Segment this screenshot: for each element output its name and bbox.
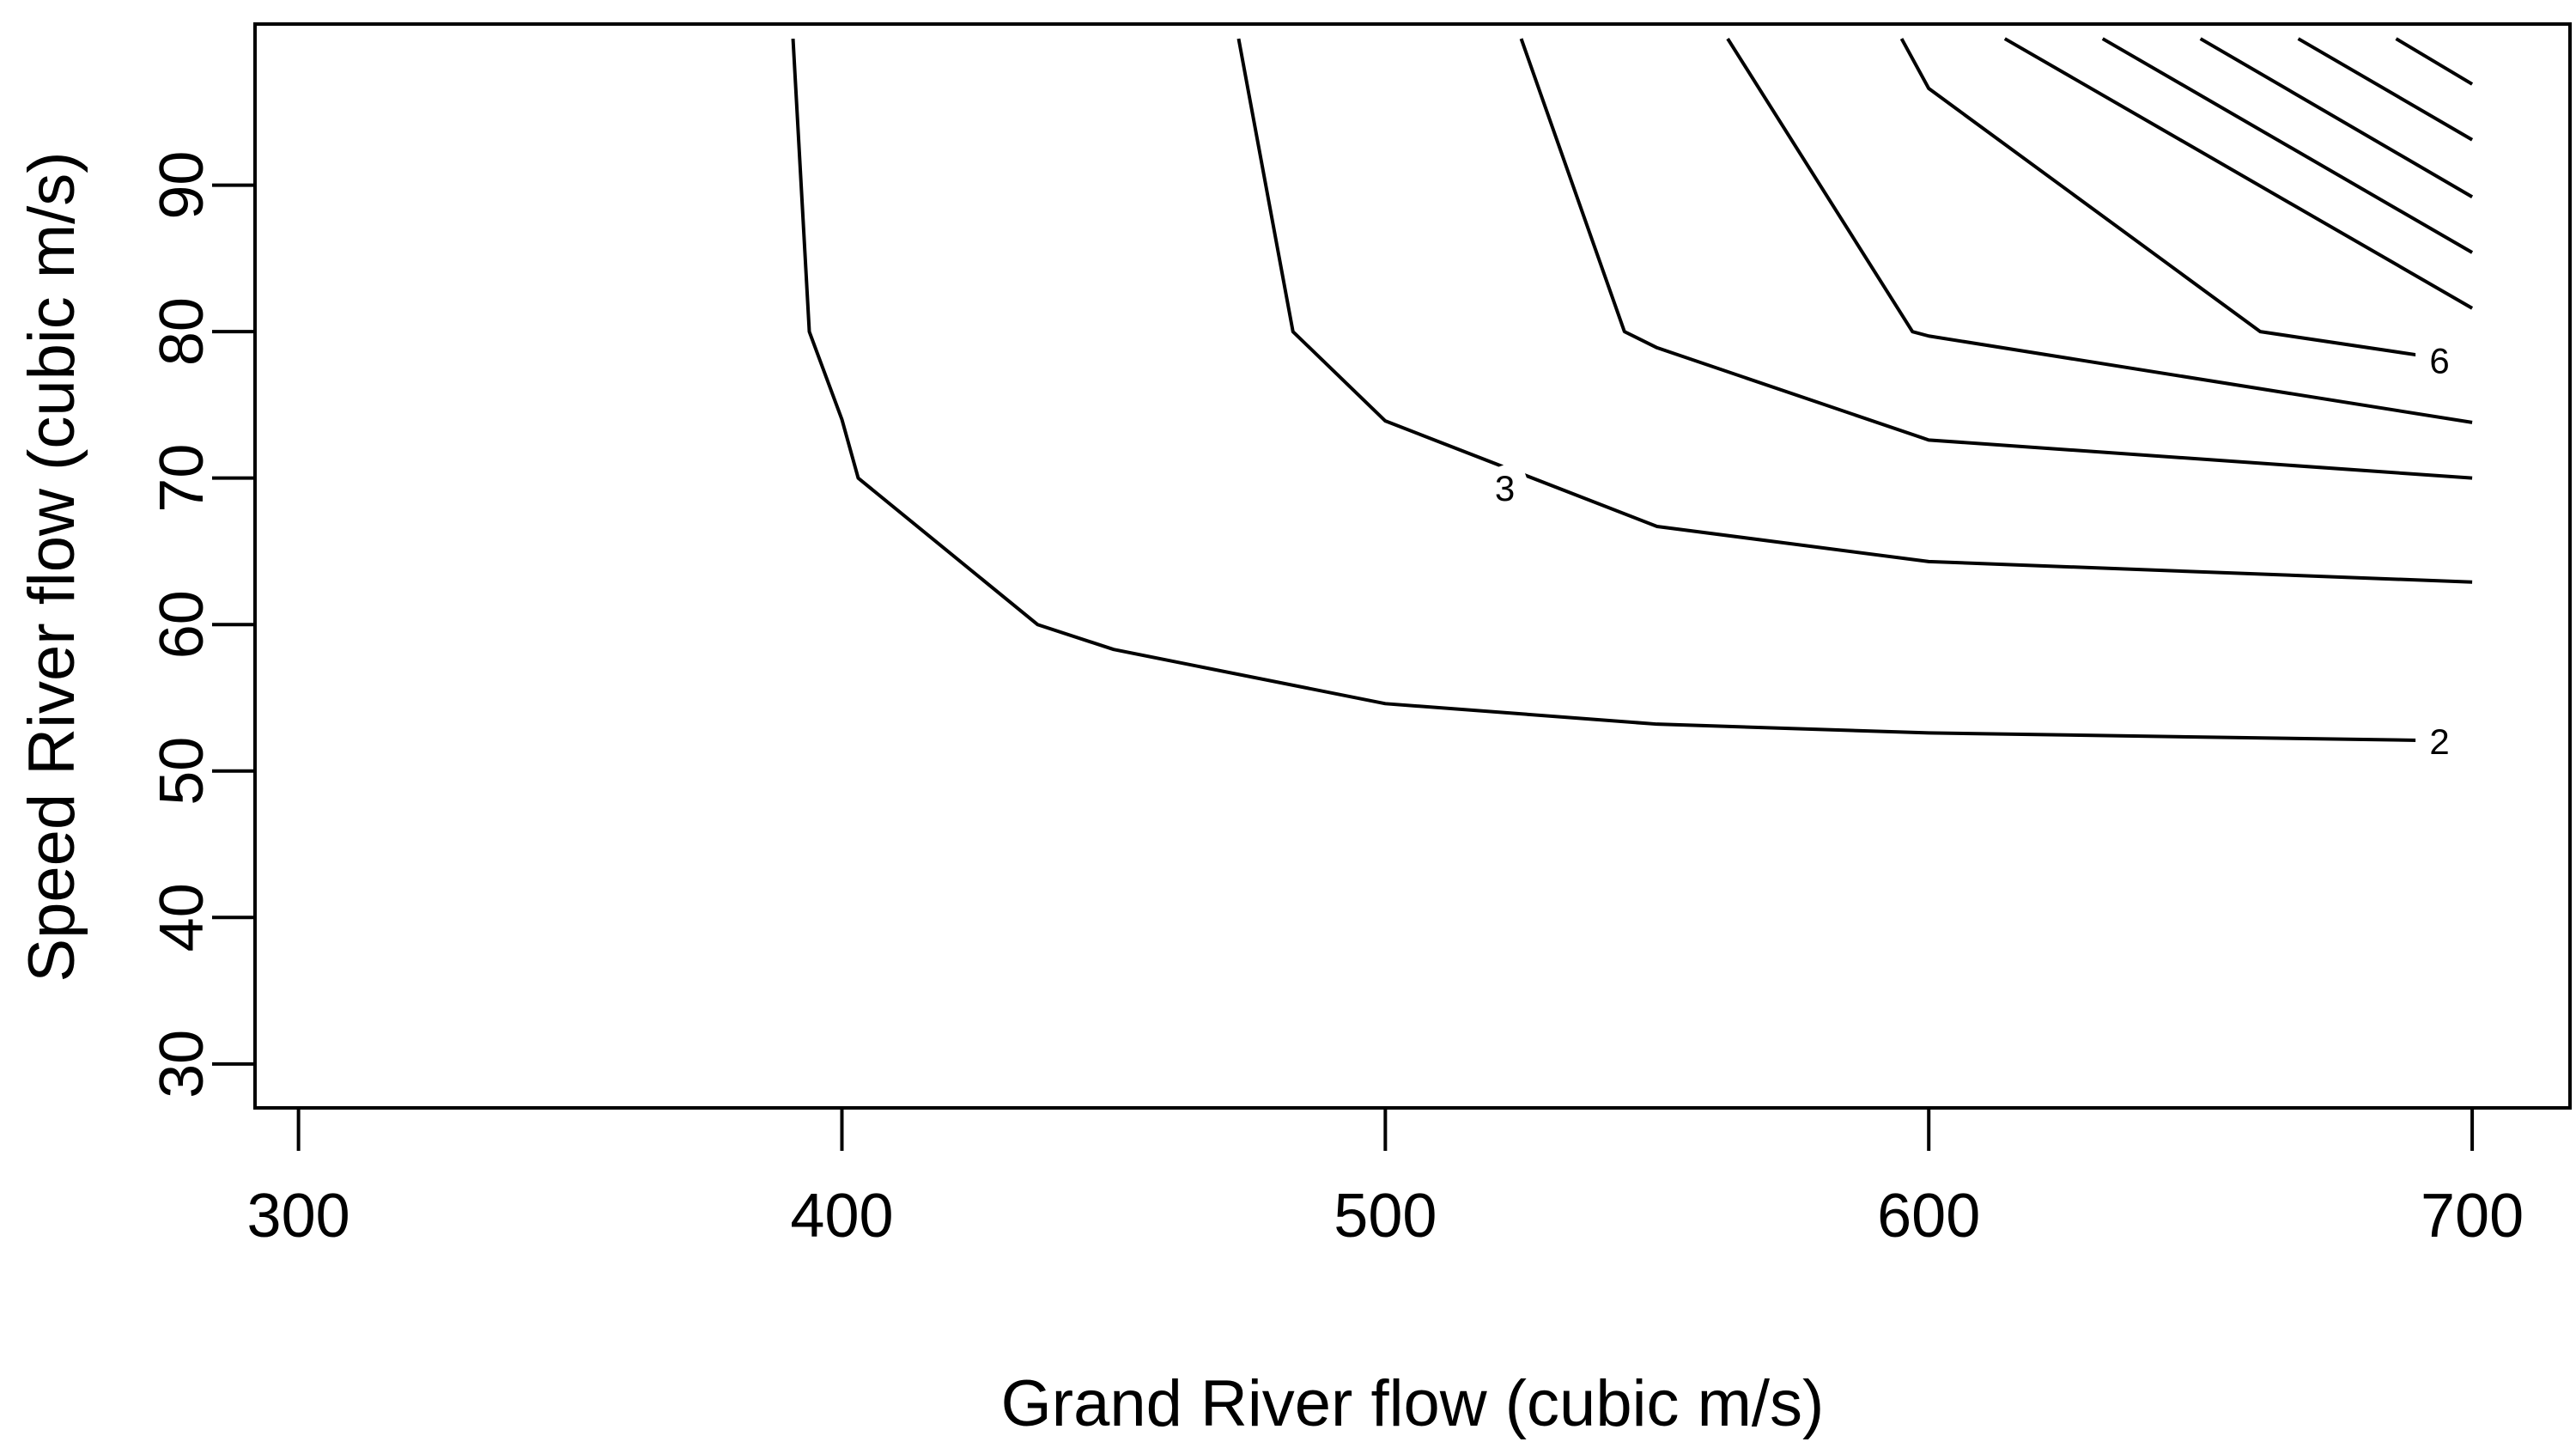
contour-line (2395, 37, 2474, 86)
y-tick-label: 60 (148, 590, 216, 659)
contour-line (1236, 38, 2473, 584)
y-tick-label: 30 (148, 1030, 216, 1098)
x-axis: 300 400 500 600 700 (247, 1106, 2524, 1250)
y-tick-label: 70 (148, 444, 216, 513)
contour-lines (791, 37, 2474, 742)
contour-label: 3 (1495, 468, 1515, 508)
contour-line (791, 38, 2418, 742)
x-tick-label: 500 (1334, 1182, 1437, 1250)
y-axis: 30 40 50 60 70 80 90 (148, 151, 257, 1098)
contour-line (2101, 37, 2474, 254)
contour-label: 6 (2429, 341, 2449, 381)
x-tick-label: 600 (1877, 1182, 1980, 1250)
contour-line (1519, 38, 2473, 480)
x-tick-label: 400 (790, 1182, 893, 1250)
y-tick-label: 90 (148, 151, 216, 220)
contour-line (2003, 37, 2474, 310)
y-tick-label: 40 (148, 883, 216, 952)
contour-label-gap (2415, 338, 2464, 384)
contour-label-gap (1474, 459, 1535, 518)
y-tick-label: 50 (148, 737, 216, 806)
contour-line (2199, 37, 2474, 198)
contour-label: 2 (2429, 721, 2449, 762)
contour-line (1899, 38, 2419, 357)
y-axis-title: Speed River flow (cubic m/s) (15, 151, 88, 982)
x-tick-label: 300 (247, 1182, 350, 1250)
x-tick-label: 700 (2421, 1182, 2524, 1250)
contour-label-gap (2415, 719, 2464, 764)
contour-labels: 2 3 6 (1474, 338, 2464, 764)
x-axis-title: Grand River flow (cubic m/s) (1001, 1367, 1825, 1440)
plot-frame (253, 22, 2572, 1110)
y-tick-label: 80 (148, 297, 216, 366)
contour-line (2297, 37, 2474, 142)
contour-line (1726, 37, 2473, 424)
